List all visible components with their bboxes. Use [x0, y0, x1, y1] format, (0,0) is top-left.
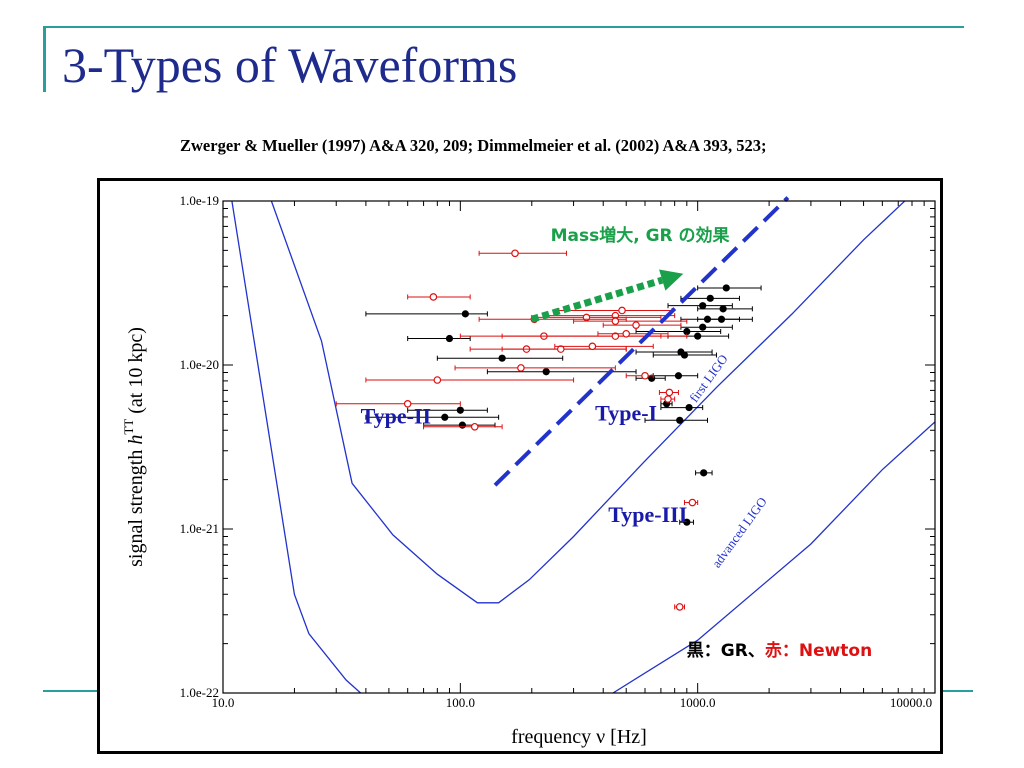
newton-point	[403, 399, 412, 408]
gr-point	[498, 354, 506, 362]
newton-point	[675, 603, 684, 611]
y-axis-label-suffix: (at 10 kpc)	[125, 327, 147, 419]
newton-point	[665, 388, 674, 397]
waveform-chart: first LIGO advanced LIGO Mass増大, GR の効果 T…	[121, 193, 936, 748]
accent-rule-vertical	[43, 28, 46, 92]
advanced-ligo-label: advanced LIGO	[709, 494, 770, 570]
advanced-ligo-curve	[231, 201, 362, 693]
newton-point	[664, 395, 672, 403]
mass-arrow-shaft	[530, 276, 664, 323]
gr-point	[445, 334, 454, 343]
slide-title: 3-Types of Waveforms	[62, 37, 518, 93]
newton-point	[618, 306, 626, 315]
legend-note: 黒：GR、赤：Newton	[687, 640, 872, 661]
newton-point	[611, 332, 620, 340]
gr-point	[680, 351, 689, 359]
gr-point	[676, 416, 684, 424]
gr-point	[441, 413, 449, 421]
newton-series	[335, 249, 699, 611]
newton-point	[517, 364, 525, 372]
y-tick-label: 1.0e-22	[180, 685, 219, 700]
newton-point	[556, 345, 565, 353]
citation: Zwerger & Mueller (1997) A&A 320, 209; D…	[180, 136, 767, 155]
y-axis-label-prefix: signal strength	[125, 445, 147, 567]
newton-point	[611, 317, 620, 325]
axes: 1.0e-22 1.0e-21 1.0e-20 1.0e-19 10.0 100.0 100…	[121, 193, 936, 748]
newton-point	[433, 376, 442, 384]
accent-rule-bottom-right	[943, 690, 973, 692]
newton-point	[470, 422, 479, 431]
y-axis-label: signal strength hTT (at 10 kpc)	[121, 327, 147, 567]
y-axis-label-var: h	[125, 435, 147, 445]
divider-line	[493, 196, 790, 487]
gr-point	[456, 406, 464, 414]
gr-point	[694, 332, 702, 340]
gr-point	[542, 368, 550, 376]
gr-point	[699, 302, 707, 310]
first-ligo-label: first LIGO	[686, 351, 731, 405]
newton-point	[622, 329, 631, 338]
plot-border	[222, 200, 936, 694]
y-axis-label-sup: TT	[121, 419, 136, 435]
gr-point	[700, 469, 708, 477]
mass-label: Mass増大, GR の効果	[551, 225, 730, 246]
gr-point	[719, 305, 727, 313]
x-tick-label: 10.0	[212, 695, 235, 710]
gr-point	[706, 294, 714, 302]
type-i-label: Type-I	[595, 400, 657, 425]
sensitivity-curves	[231, 201, 935, 693]
gr-point	[685, 403, 693, 412]
newton-point	[429, 293, 438, 301]
newton-point	[511, 249, 519, 258]
legend-note-text: 黒：GR、赤：Newton	[687, 640, 872, 661]
mass-arrow-head	[659, 269, 684, 291]
y-tick-label: 1.0e-20	[180, 357, 219, 372]
type-ii-label: Type-II	[361, 403, 432, 428]
gr-point	[699, 323, 707, 331]
accent-rule-top	[43, 26, 964, 28]
gr-point	[722, 284, 730, 292]
legend-newton: 赤：Newton	[765, 640, 872, 661]
accent-rule-bottom-left	[43, 690, 97, 692]
newton-point	[588, 342, 597, 351]
x-tick-label: 100.0	[446, 695, 475, 710]
newton-point	[632, 321, 640, 329]
mass-arrow-group: Mass増大, GR の効果	[530, 225, 730, 323]
gr-point	[458, 421, 466, 429]
gr-point	[717, 315, 726, 323]
newton-point	[688, 498, 697, 507]
x-tick-label: 1000.0	[680, 695, 716, 710]
advanced-ligo-curve-right	[612, 421, 935, 693]
gr-point	[683, 327, 691, 336]
figure-frame: first LIGO advanced LIGO Mass増大, GR の効果 T…	[97, 178, 943, 754]
y-tick-label: 1.0e-21	[180, 521, 219, 536]
type-iii-label: Type-III	[608, 502, 687, 527]
newton-point	[641, 371, 649, 380]
type-divider	[493, 196, 790, 487]
gr-point	[461, 310, 469, 318]
curve-labels: first LIGO advanced LIGO	[686, 351, 770, 570]
gr-point	[674, 372, 683, 380]
y-tick-label: 1.0e-19	[180, 193, 219, 208]
x-tick-label: 10000.0	[890, 695, 932, 710]
gr-point	[683, 518, 691, 526]
legend-gr: 黒：GR、	[687, 641, 765, 661]
first-ligo-curve	[270, 201, 906, 604]
type-annotations: Type-II Type-I Type-III	[361, 400, 688, 527]
x-axis-label: frequency ν [Hz]	[511, 726, 647, 748]
